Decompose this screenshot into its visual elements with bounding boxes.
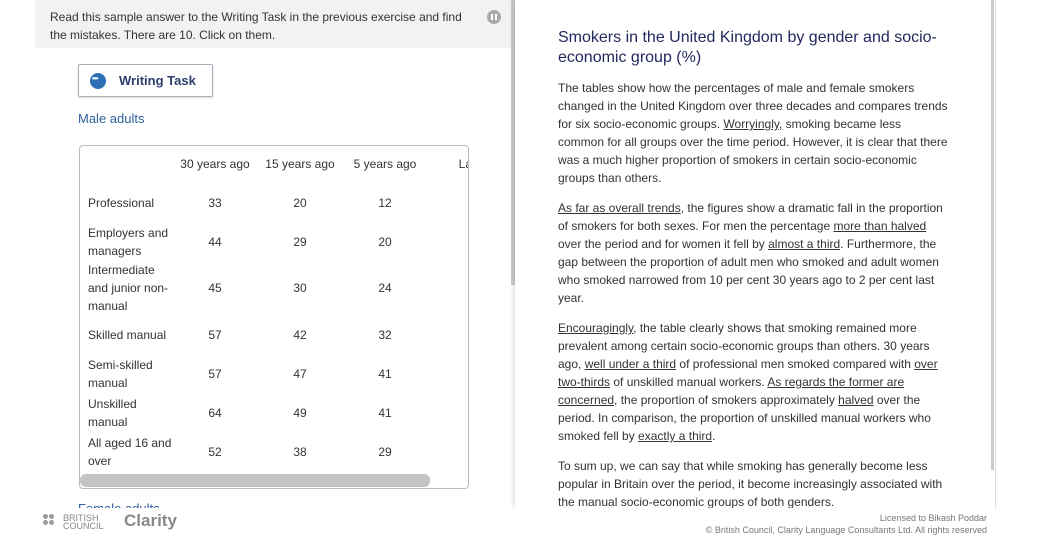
paragraph: Encouragingly, the table clearly shows t… [558,319,950,445]
row-label: Employers and managers [88,226,169,258]
instructions: Read this sample answer to the Writing T… [50,10,462,42]
text: The tables show how the percentages of m… [558,81,948,131]
cell: 57 [208,328,222,342]
article: Smokers in the United Kingdom by gender … [558,28,950,508]
text: To sum up, we can say that while smoking… [558,459,943,508]
text: , the table clearly shows that smoking r… [558,321,930,371]
pause-button[interactable] [487,10,501,24]
text: over the period and for women it fell by [558,237,769,251]
article-panel: Smokers in the United Kingdom by gender … [515,0,996,508]
article-title: Smokers in the United Kingdom by gender … [558,29,937,66]
column-header: 30 years ago [180,157,250,171]
mistake-link[interactable]: almost a third [768,237,841,251]
cell: 29 [293,235,307,249]
mistake-link[interactable]: over two-thirds [558,357,938,389]
mistake-link[interactable]: halved [838,393,874,407]
cell: 24 [378,281,392,295]
instruction-bar: Read this sample answer to the Writing T… [35,0,515,48]
cell: 20 [293,196,307,210]
exercise-panel: Read this sample answer to the Writing T… [35,0,515,508]
text: smoking became less common for all group… [558,117,948,185]
table-title: Female adults [78,501,160,508]
cell: 38 [293,445,307,459]
text: , the figures show a dramatic fall in th… [558,201,943,233]
mistake-link[interactable]: As far as overall trends [558,201,681,215]
cell: 47 [293,367,307,381]
scrollbar[interactable] [991,0,994,470]
cell: 49 [293,406,307,420]
row-label: Intermediate and junior non-manual [88,263,169,313]
text: . Furthermore, the gap between the propo… [558,237,939,305]
text: of unskilled manual workers. [610,375,768,389]
row-label: Semi-skilled manual [88,358,153,390]
cell: 30 [293,281,307,295]
paragraph: As far as overall trends, the figures sh… [558,199,950,307]
paragraph: The tables show how the percentages of m… [558,79,950,187]
text: over the period. In comparison, the prop… [558,393,931,443]
product: Clarity [124,511,177,530]
column-header: 15 years ago [265,157,335,171]
mistake-link[interactable]: Encouragingly [558,321,634,335]
column-header: Last [458,157,468,171]
cell: 45 [208,281,222,295]
text: . [712,429,716,443]
column-header: 5 years ago [353,157,417,171]
logo-mark [43,514,59,528]
text: , the proportion of smokers approximatel… [614,393,839,407]
mistake-link[interactable]: Worryingly, [723,117,783,131]
cell: 33 [208,196,222,210]
row-label: Professional [88,196,155,210]
footer: BRITISH COUNCIL Clarity Licensed to Bika… [0,508,1044,535]
data-table: 30 years ago 15 years ago 5 years ago Last P… [79,145,469,489]
text: of professional men smoked compared with [676,357,915,371]
cell: 41 [378,406,392,420]
cell: 41 [378,367,392,381]
mistake-link[interactable]: As regards the former are concerned [558,375,905,407]
cell: 42 [293,328,307,342]
row-label: Unskilled manual [88,397,137,429]
cell: 20 [378,235,392,249]
button-label: Writing Task [119,73,196,88]
brand-line: COUNCIL [63,521,104,531]
brand-line: BRITISH [63,513,99,523]
brand: BRITISH COUNCIL [63,513,104,531]
cell: 57 [208,367,222,381]
mistake-link[interactable]: well under a third [584,357,677,371]
paragraph: To sum up, we can say that while smoking… [558,457,950,508]
row-label: Skilled manual [88,328,167,342]
table-title: Male adults [78,111,145,126]
icon [90,73,106,89]
cell: 52 [208,445,222,459]
cell: 12 [378,196,392,210]
cell: 44 [208,235,222,249]
mistake-link[interactable]: exactly a third [638,429,713,443]
scrollbar[interactable] [511,0,515,285]
horizontal-scrollbar[interactable] [80,474,430,487]
writing-task-button[interactable]: Writing Task [78,64,213,97]
row-label: All aged 16 and over [88,436,172,468]
mistake-link[interactable]: more than halved [833,219,927,233]
license: Licensed to Bikash Poddar [879,513,987,523]
copyright: © British Council, Clarity Language Cons… [705,525,987,535]
cell: 32 [378,328,392,342]
cell: 29 [378,445,392,459]
cell: 64 [208,406,222,420]
